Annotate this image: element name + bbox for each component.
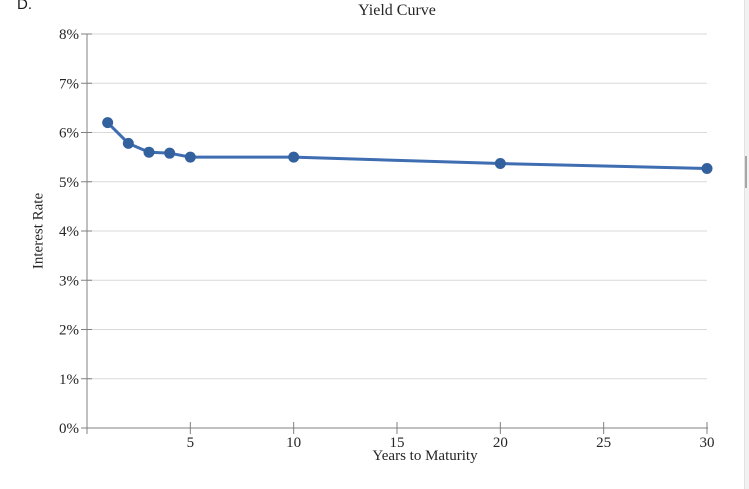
x-tick-label: 30 — [700, 435, 715, 451]
x-tick-label: 20 — [493, 435, 508, 451]
y-tick-label: 5% — [59, 175, 79, 191]
data-point — [164, 147, 176, 159]
y-tick-label: 3% — [59, 273, 79, 289]
x-axis-title: Years to Maturity — [372, 448, 478, 464]
x-tick-label: 10 — [286, 435, 301, 451]
answer-option-label: D. — [17, 0, 32, 13]
data-point — [288, 151, 300, 163]
series-line — [106, 121, 709, 170]
y-tick-label: 8% — [59, 27, 79, 43]
y-tick-label: 6% — [59, 126, 79, 142]
data-point — [701, 162, 713, 174]
scrollbar-thumb[interactable] — [745, 156, 747, 188]
data-point — [494, 158, 506, 170]
y-tick-label: 1% — [59, 372, 79, 388]
y-tick-label: 4% — [59, 224, 79, 240]
data-point — [184, 151, 196, 163]
data-point — [143, 146, 155, 158]
y-tick-label: 2% — [59, 323, 79, 339]
x-tick-label: 15 — [390, 435, 405, 451]
scrollbar-track[interactable] — [744, 0, 749, 489]
data-point — [102, 117, 114, 129]
x-tick-label: 25 — [596, 435, 611, 451]
y-tick-label: 7% — [59, 76, 79, 92]
chart-title: Yield Curve — [358, 2, 436, 19]
y-tick-label: 0% — [59, 421, 79, 437]
data-point — [122, 137, 134, 149]
x-tick-label: 5 — [187, 435, 195, 451]
